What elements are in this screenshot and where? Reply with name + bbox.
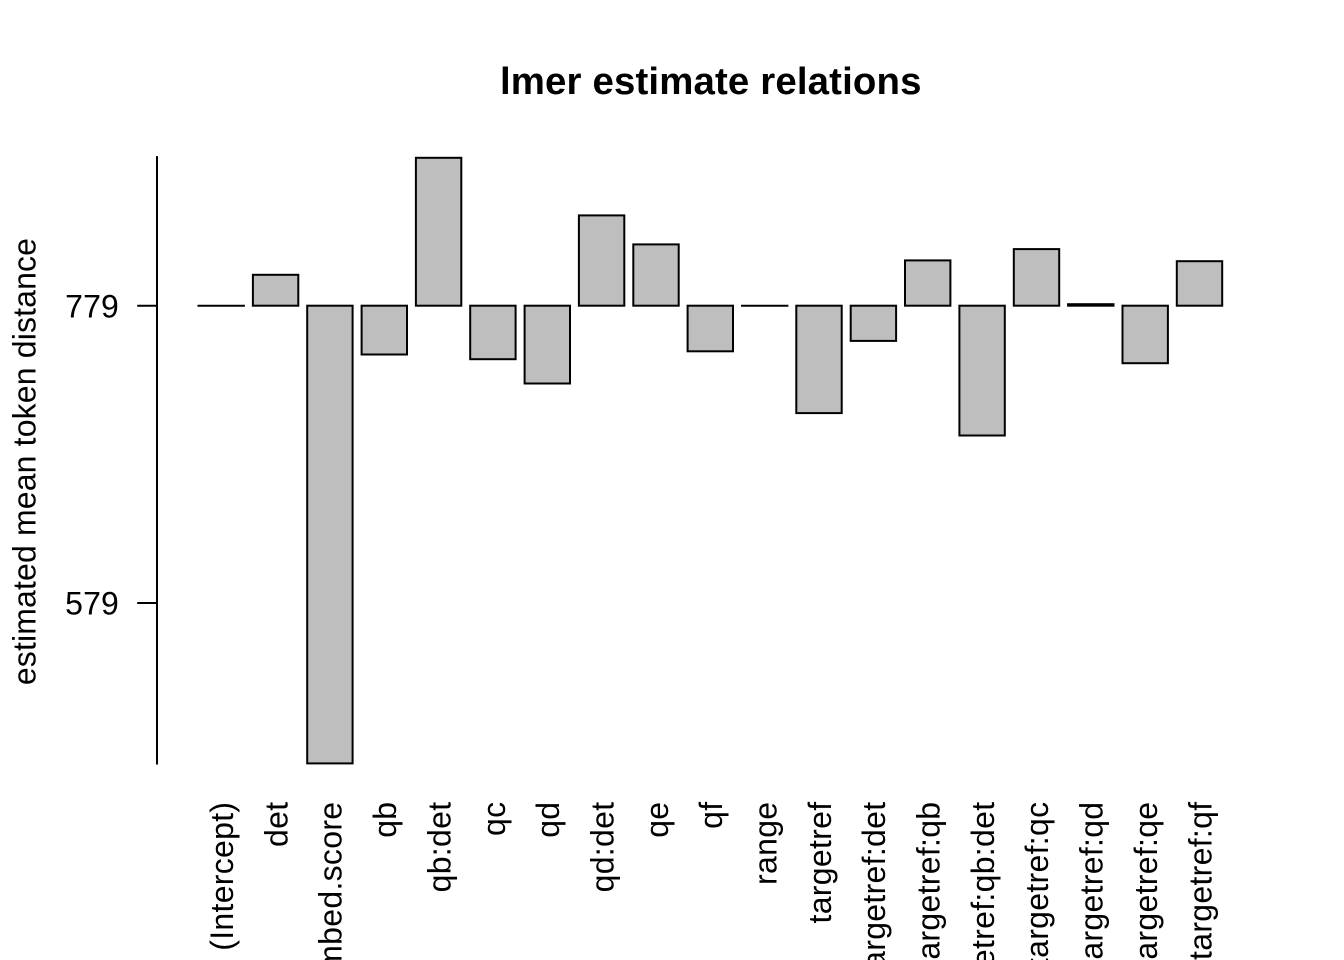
svg-text:qd:det: qd:det bbox=[584, 802, 620, 893]
svg-text:qe: qe bbox=[639, 802, 675, 838]
svg-text:lmer estimate relations: lmer estimate relations bbox=[500, 60, 922, 103]
svg-text:targetref:det: targetref:det bbox=[856, 802, 892, 960]
svg-text:qb:det: qb:det bbox=[421, 802, 457, 893]
svg-text:579: 579 bbox=[65, 586, 119, 622]
svg-text:qf: qf bbox=[693, 802, 729, 829]
svg-text:targetref:qf: targetref:qf bbox=[1182, 802, 1218, 960]
svg-text:targetref:qe: targetref:qe bbox=[1128, 802, 1164, 960]
svg-text:targetref:qb:det: targetref:qb:det bbox=[965, 802, 1001, 960]
svg-text:det: det bbox=[258, 802, 294, 847]
svg-text:targetref:qb: targetref:qb bbox=[911, 802, 947, 960]
svg-text:embed.score: embed.score bbox=[313, 802, 349, 960]
svg-text:targetref: targetref bbox=[802, 802, 838, 924]
svg-text:qd: qd bbox=[530, 802, 566, 838]
svg-text:targetref:qc: targetref:qc bbox=[1019, 802, 1055, 960]
svg-text:qb: qb bbox=[367, 802, 403, 838]
svg-text:(Intercept): (Intercept) bbox=[204, 802, 240, 951]
svg-text:range: range bbox=[748, 802, 784, 885]
svg-text:estimated mean token distance: estimated mean token distance bbox=[7, 238, 43, 685]
svg-text:qc: qc bbox=[476, 802, 512, 836]
svg-text:targetref:qd: targetref:qd bbox=[1074, 802, 1110, 960]
svg-text:779: 779 bbox=[65, 288, 119, 324]
